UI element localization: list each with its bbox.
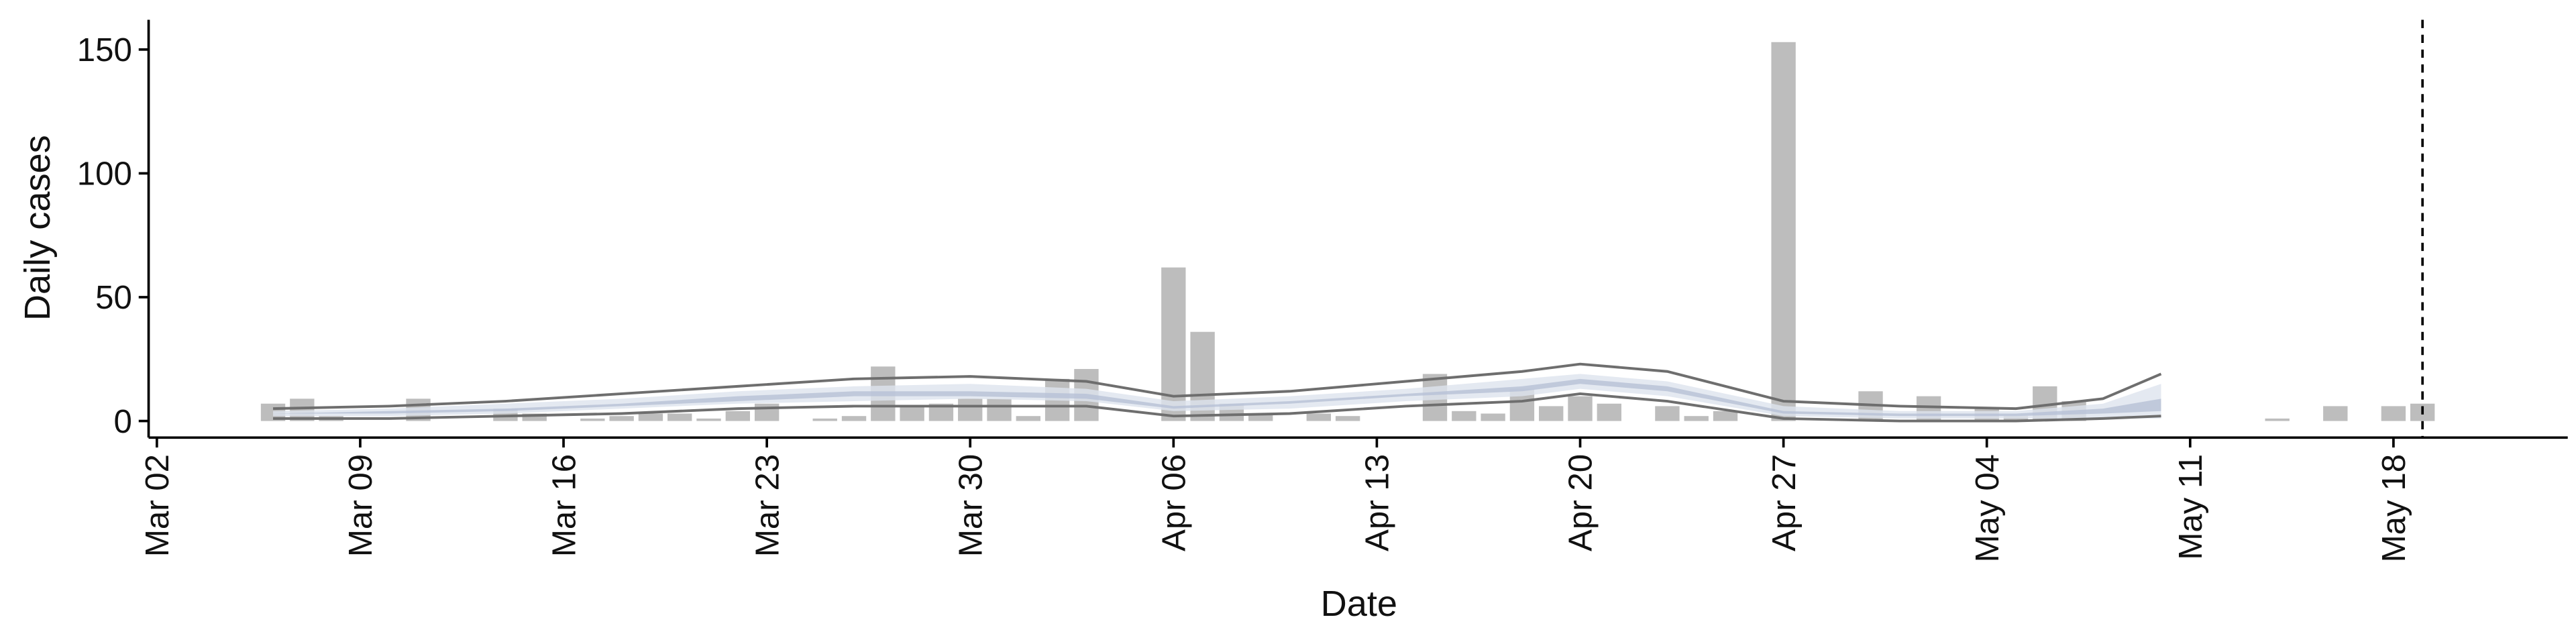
y-axis-label: Daily cases — [17, 135, 58, 321]
bar — [2381, 406, 2406, 421]
bar — [1306, 413, 1332, 421]
bar — [1597, 403, 1621, 421]
y-tick-label: 100 — [77, 156, 132, 193]
x-tick-label: May 11 — [2172, 454, 2209, 560]
x-tick-label: May 18 — [2375, 454, 2412, 562]
bar — [1161, 267, 1186, 421]
bar — [987, 398, 1012, 421]
y-tick-label: 150 — [77, 32, 132, 68]
bar — [1655, 406, 1680, 421]
x-tick-label: Mar 09 — [342, 454, 379, 557]
bar — [841, 416, 867, 421]
x-tick-label: Mar 16 — [545, 454, 582, 557]
bar — [1684, 416, 1709, 421]
bar — [900, 406, 924, 421]
x-tick-label: Mar 02 — [139, 454, 176, 557]
bound-line — [273, 362, 2162, 411]
bar — [1568, 396, 1593, 421]
x-tick-label: Apr 13 — [1359, 454, 1396, 551]
bar — [2323, 406, 2348, 421]
bar — [754, 403, 780, 421]
bar — [2003, 416, 2029, 421]
y-tick-label: 0 — [114, 403, 132, 440]
bar — [1452, 411, 1477, 421]
bar — [580, 418, 605, 421]
bar — [1539, 406, 1564, 421]
x-tick-label: Mar 30 — [952, 454, 989, 557]
bar — [1248, 413, 1273, 421]
bar — [812, 418, 837, 421]
bar — [522, 413, 547, 421]
bar — [1335, 416, 1360, 421]
bar — [958, 398, 983, 421]
bar — [696, 418, 721, 421]
x-tick-label: May 04 — [1969, 454, 2006, 562]
bar — [725, 411, 751, 421]
bar — [2265, 418, 2290, 421]
x-tick-label: Apr 06 — [1156, 454, 1193, 551]
x-axis-label: Date — [1321, 584, 1397, 624]
x-tick-label: Apr 20 — [1562, 454, 1599, 551]
bar — [609, 416, 634, 421]
bar — [638, 413, 663, 421]
bound-line — [273, 392, 2161, 423]
y-tick-label: 50 — [95, 279, 132, 316]
x-tick-label: Mar 23 — [749, 454, 786, 557]
bar — [1771, 42, 1796, 421]
x-tick-label: Apr 27 — [1766, 454, 1803, 551]
bar — [1016, 416, 1041, 421]
bar — [1481, 413, 1505, 421]
bar — [667, 413, 692, 421]
bar — [1713, 411, 1738, 421]
